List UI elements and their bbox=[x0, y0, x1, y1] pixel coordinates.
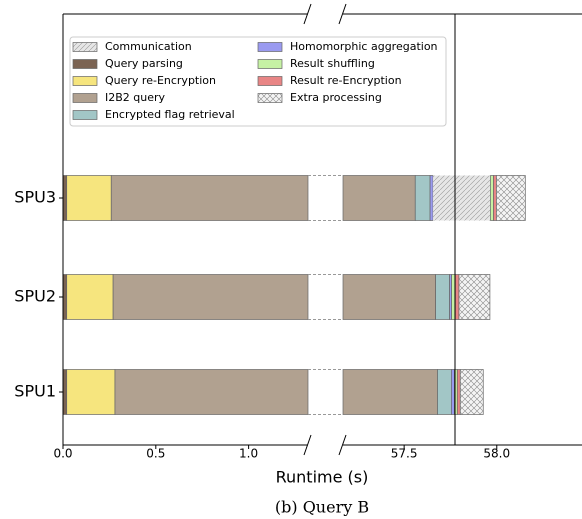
bar-segment bbox=[110, 175, 309, 221]
bar-segment bbox=[342, 175, 416, 221]
bar-segment bbox=[451, 369, 455, 415]
caption: (b) Query B bbox=[275, 498, 369, 517]
bar-segment bbox=[429, 175, 434, 221]
axes bbox=[62, 3, 582, 456]
x-tick-label: 57.5 bbox=[391, 447, 418, 461]
legend-swatch bbox=[257, 59, 283, 69]
bar-segment bbox=[66, 274, 114, 320]
legend: Communication Query parsing Query re-Encry… bbox=[72, 40, 438, 121]
bar-segment bbox=[342, 274, 436, 320]
x-tick-label: 1.0 bbox=[239, 447, 258, 461]
legend-label: Query parsing bbox=[105, 57, 183, 70]
bar-segment bbox=[437, 369, 452, 415]
y-tick-label: SPU1 bbox=[14, 382, 56, 401]
bar-segment bbox=[342, 369, 438, 415]
legend-label: Query re-Encryption bbox=[105, 74, 216, 87]
legend-label: Encrypted flag retrieval bbox=[105, 108, 235, 121]
legend-swatch bbox=[257, 42, 283, 52]
x-tick-label: 0.5 bbox=[146, 447, 165, 461]
bar-segment bbox=[112, 274, 309, 320]
y-tick-label: SPU3 bbox=[14, 188, 56, 207]
legend-swatch bbox=[257, 93, 283, 103]
legend-label: I2B2 query bbox=[105, 91, 166, 104]
bar-segment bbox=[496, 175, 526, 221]
legend-swatch bbox=[72, 110, 98, 120]
legend-label: Result re-Encryption bbox=[290, 74, 402, 87]
bar-segment bbox=[414, 175, 431, 221]
break-mark bbox=[338, 434, 347, 456]
bar-segment bbox=[493, 175, 497, 221]
break-mark bbox=[303, 3, 312, 25]
legend-label: Homomorphic aggregation bbox=[290, 40, 438, 53]
bar-segment bbox=[62, 274, 68, 320]
break-mark bbox=[303, 434, 312, 456]
bar-segment bbox=[490, 175, 494, 221]
x-axis-label: Runtime (s) bbox=[276, 468, 369, 487]
bar-segment bbox=[456, 369, 461, 415]
x-tick-label: 58.0 bbox=[483, 447, 510, 461]
bar-segment bbox=[114, 369, 309, 415]
bar-segment bbox=[454, 274, 460, 320]
bar-segment bbox=[66, 175, 112, 221]
y-tick-label: SPU2 bbox=[14, 287, 56, 306]
legend-swatch bbox=[72, 59, 98, 69]
bar-segment bbox=[62, 369, 68, 415]
legend-swatch bbox=[72, 76, 98, 86]
legend-label: Result shuffling bbox=[290, 57, 375, 70]
legend-label: Communication bbox=[105, 40, 192, 53]
x-tick-label: 0.0 bbox=[53, 447, 72, 461]
legend-swatch bbox=[72, 93, 98, 103]
bar-segment bbox=[459, 369, 484, 415]
bar-segment bbox=[433, 175, 491, 221]
bar-segment bbox=[435, 274, 450, 320]
legend-swatch bbox=[257, 76, 283, 86]
bars bbox=[62, 175, 526, 415]
bar-segment bbox=[62, 175, 68, 221]
legend-label: Extra processing bbox=[290, 91, 382, 104]
break-mark bbox=[338, 3, 347, 25]
bar-segment bbox=[458, 274, 491, 320]
legend-swatch bbox=[72, 42, 98, 52]
bar-segment bbox=[66, 369, 116, 415]
